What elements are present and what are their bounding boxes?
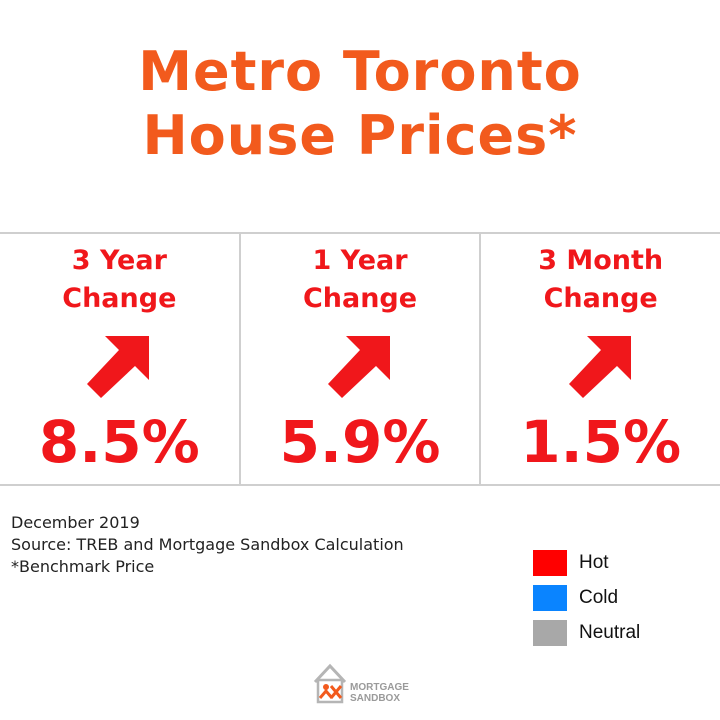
logo-text-sandbox: SANDBOX — [350, 693, 401, 704]
legend-label: Cold — [579, 586, 619, 608]
card-3-year: 3 Year Change 8.5% — [0, 234, 241, 484]
source-notes: December 2019 Source: TREB and Mortgage … — [11, 512, 404, 578]
card-label-line-2: Change — [302, 283, 418, 314]
card-label-line-2: Change — [543, 283, 658, 314]
note-date: December 2019 — [11, 513, 140, 532]
card-label: 1 Year Change — [241, 242, 480, 318]
arrow-up-right-icon — [328, 336, 390, 398]
card-value: 1.5% — [520, 408, 682, 476]
legend-item-neutral: Neutral — [533, 615, 640, 650]
card-1-year: 1 Year Change 5.9% — [241, 234, 482, 484]
mortgage-sandbox-logo: MORTGAGE SANDBOX — [312, 660, 412, 708]
card-label: 3 Month Change — [481, 242, 720, 318]
legend-item-hot: Hot — [533, 545, 640, 580]
logo-text-mortgage: MORTGAGE — [350, 682, 409, 693]
page-title: Metro Toronto House Prices* — [0, 40, 720, 168]
note-source: Source: TREB and Mortgage Sandbox Calcul… — [11, 535, 404, 554]
legend-item-cold: Cold — [533, 580, 640, 615]
legend-swatch — [533, 549, 567, 576]
card-label-line-1: 3 Month — [538, 245, 664, 276]
arrow-up-right-icon — [568, 336, 631, 398]
card-label: 3 Year Change — [0, 242, 239, 318]
change-cards: 3 Year Change 8.5% 1 Year Change 5.9% 3 … — [0, 232, 720, 486]
arrow-up-right-icon — [87, 336, 150, 398]
card-label-line-1: 3 Year — [71, 245, 167, 276]
house-logo-icon — [313, 663, 347, 704]
card-3-month: 3 Month Change 1.5% — [481, 234, 720, 484]
title-line-1: Metro Toronto — [138, 40, 582, 103]
legend-label: Neutral — [579, 621, 641, 643]
card-value: 8.5% — [38, 408, 200, 476]
card-label-line-2: Change — [62, 283, 177, 314]
legend-label: Hot — [579, 551, 609, 573]
legend-swatch — [533, 584, 567, 611]
legend: Hot Cold Neutral — [533, 545, 640, 650]
legend-swatch — [533, 619, 567, 646]
card-label-line-1: 1 Year — [312, 245, 408, 276]
title-line-2: House Prices* — [142, 104, 578, 167]
note-footnote: *Benchmark Price — [11, 557, 155, 576]
card-value: 5.9% — [279, 408, 441, 476]
